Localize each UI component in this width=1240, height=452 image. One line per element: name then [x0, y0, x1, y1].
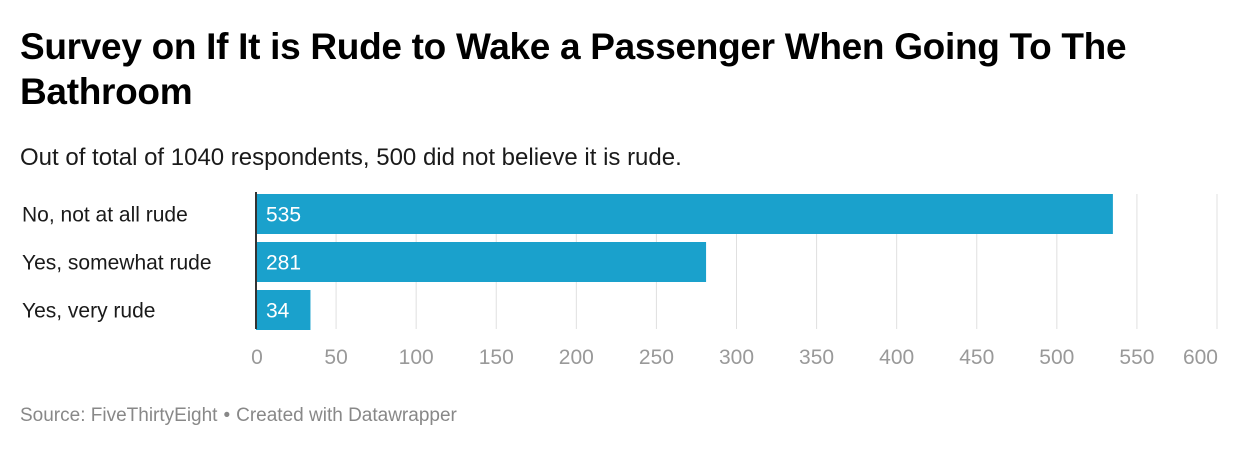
x-tick-label: 250: [639, 346, 674, 369]
x-tick-label: 150: [479, 346, 514, 369]
x-tick-label: 450: [959, 346, 994, 369]
bars: 535 281 34: [256, 194, 1113, 330]
x-tick-label: 500: [1039, 346, 1074, 369]
chart-title: Survey on If It is Rude to Wake a Passen…: [20, 26, 1127, 112]
credit-text: Created with Datawrapper: [236, 405, 457, 426]
bar-value-label: 535: [266, 204, 301, 227]
source-text: Source: FiveThirtyEight: [20, 405, 218, 426]
chart-footer: Source: FiveThirtyEight • Created with Dat…: [20, 405, 457, 427]
bar-value-label: 34: [266, 300, 290, 323]
category-label: Yes, very rude: [22, 300, 155, 323]
category-label: No, not at all rude: [22, 204, 188, 227]
bar: [256, 290, 311, 330]
x-tick-label: 200: [559, 346, 594, 369]
bar: [256, 242, 707, 282]
bar-chart: 535 281 34 No, not at all rude Yes, somewha…: [22, 192, 1218, 369]
bar: [256, 194, 1113, 234]
x-tick-label: 0: [251, 346, 263, 369]
x-tick-label: 350: [799, 346, 834, 369]
chart-subtitle: Out of total of 1040 respondents, 500 di…: [20, 144, 682, 171]
category-label: Yes, somewhat rude: [22, 252, 212, 275]
x-tick-label: 600: [1183, 346, 1218, 369]
x-tick-label: 100: [399, 346, 434, 369]
footer-separator: •: [223, 405, 231, 426]
x-tick-label: 50: [324, 346, 347, 369]
bar-value-label: 281: [266, 252, 301, 275]
x-tick-label: 550: [1119, 346, 1154, 369]
category-labels: No, not at all rude Yes, somewhat rude Yes…: [22, 204, 212, 323]
x-axis-ticks: 0 50 100 150 200 250 300 350 400 450 500 550 600: [251, 346, 1218, 369]
x-tick-label: 400: [879, 346, 914, 369]
x-tick-label: 300: [719, 346, 754, 369]
